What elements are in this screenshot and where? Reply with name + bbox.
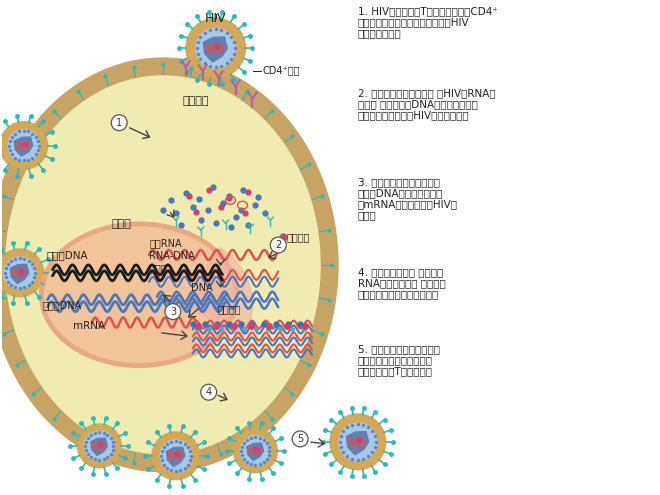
Text: 模板， 合成互补的DNA双锹。后者再整: 模板， 合成互补的DNA双锹。后者再整 xyxy=(358,99,478,109)
Text: 又去攻击其他T淋巴细胞。: 又去攻击其他T淋巴细胞。 xyxy=(358,366,433,376)
Circle shape xyxy=(4,257,36,289)
Text: 前病毒DNA: 前病毒DNA xyxy=(47,250,88,260)
Text: 1. HIV外膜蛋白与T淋巴细胞表面的CD4⁺: 1. HIV外膜蛋白与T淋巴细胞表面的CD4⁺ xyxy=(358,6,498,16)
Text: 宿主细胞: 宿主细胞 xyxy=(183,96,209,106)
Circle shape xyxy=(234,429,277,473)
Text: 细胞核: 细胞核 xyxy=(112,219,131,229)
Text: 病毒RNA: 病毒RNA xyxy=(149,238,182,248)
Polygon shape xyxy=(247,443,263,460)
Text: 染色体DNA: 染色体DNA xyxy=(43,299,82,310)
Circle shape xyxy=(330,414,385,470)
Text: 5: 5 xyxy=(297,434,304,444)
Text: 4. 在宿主细胞中， 新合成的: 4. 在宿主细胞中， 新合成的 xyxy=(358,267,443,277)
Text: mRNA: mRNA xyxy=(73,321,105,331)
Text: 1: 1 xyxy=(116,118,122,128)
Text: 4: 4 xyxy=(206,387,212,397)
Circle shape xyxy=(186,18,246,78)
Text: HIV: HIV xyxy=(205,12,226,25)
Circle shape xyxy=(165,304,181,320)
Text: 2: 2 xyxy=(275,240,281,250)
Text: 逆转录鹶: 逆转录鹶 xyxy=(286,232,310,242)
Circle shape xyxy=(8,130,40,161)
Circle shape xyxy=(201,384,216,400)
Circle shape xyxy=(240,436,271,466)
Polygon shape xyxy=(166,447,185,466)
Text: 又装配生成更多的病毒颟粒。: 又装配生成更多的病毒颟粒。 xyxy=(358,289,439,299)
Text: DNA: DNA xyxy=(191,283,213,293)
Text: 病毒蛋白: 病毒蛋白 xyxy=(218,304,241,315)
Text: CD4⁺受体: CD4⁺受体 xyxy=(263,65,300,75)
Circle shape xyxy=(160,440,192,472)
Ellipse shape xyxy=(6,76,320,454)
Circle shape xyxy=(152,432,200,480)
Text: 式从宿主细胞中释放出来，: 式从宿主细胞中释放出来， xyxy=(358,355,433,365)
Text: 前病毒DNA开始转录生成新: 前病毒DNA开始转录生成新 xyxy=(358,188,444,198)
Text: 去掉外壳蛋白。: 去掉外壳蛋白。 xyxy=(358,28,401,38)
Circle shape xyxy=(0,122,48,169)
Circle shape xyxy=(196,28,236,68)
Circle shape xyxy=(271,237,286,253)
Text: RNA-DNA
杂合体: RNA-DNA 杂合体 xyxy=(149,251,195,273)
Ellipse shape xyxy=(0,58,338,472)
Polygon shape xyxy=(203,37,227,62)
Circle shape xyxy=(77,424,121,468)
Polygon shape xyxy=(91,438,108,455)
Text: 合到宿主染色体上，HIV进入潜伏期。: 合到宿主染色体上，HIV进入潜伏期。 xyxy=(358,110,469,120)
Text: 3: 3 xyxy=(170,306,176,317)
Ellipse shape xyxy=(45,227,234,362)
Wedge shape xyxy=(186,248,252,338)
Text: 白质。: 白质。 xyxy=(358,210,377,220)
Text: RNA、逆转录鹶、 蛋白质等: RNA、逆转录鹶、 蛋白质等 xyxy=(358,278,446,288)
Circle shape xyxy=(292,431,308,447)
Ellipse shape xyxy=(40,222,238,367)
Polygon shape xyxy=(11,264,28,284)
Text: 3. 当被感染的细胞激活时，: 3. 当被感染的细胞激活时， xyxy=(358,177,440,188)
Text: 2. 在逆转录鹶的作用下， 以HIV的RNA为: 2. 在逆转录鹶的作用下， 以HIV的RNA为 xyxy=(358,88,496,98)
Text: 受体结合，使病毒核心进入细胞，HIV: 受体结合，使病毒核心进入细胞，HIV xyxy=(358,17,469,27)
Circle shape xyxy=(339,423,377,461)
Polygon shape xyxy=(15,137,33,156)
Text: 的mRNA片段同时合成HIV蛋: 的mRNA片段同时合成HIV蛋 xyxy=(358,199,458,209)
Circle shape xyxy=(112,115,127,131)
Circle shape xyxy=(84,431,114,461)
Text: 5. 新的病毒颟粒以出芽的方: 5. 新的病毒颟粒以出芽的方 xyxy=(358,345,440,354)
Circle shape xyxy=(0,249,44,297)
Polygon shape xyxy=(346,432,368,455)
